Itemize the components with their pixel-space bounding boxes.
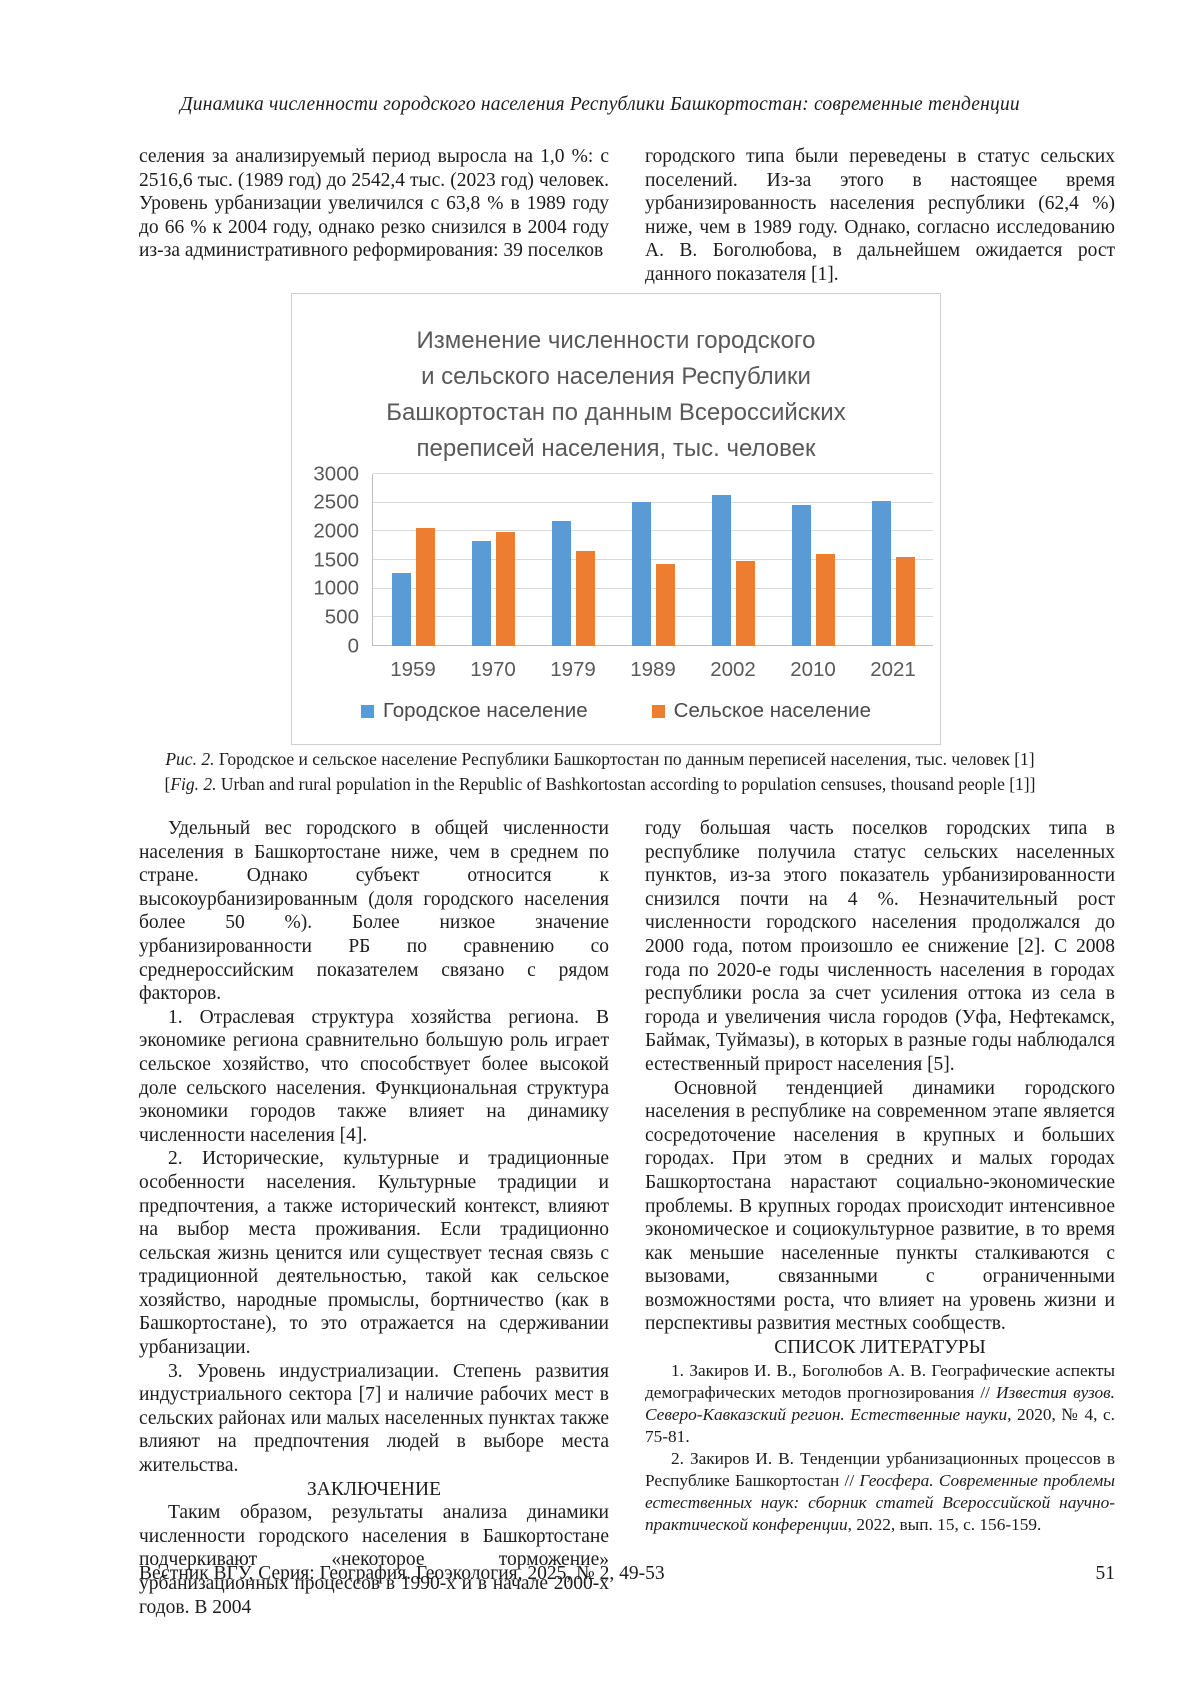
bar	[631, 501, 651, 646]
gridline	[373, 645, 933, 646]
y-axis-line	[372, 474, 373, 646]
bar	[415, 528, 435, 646]
bar	[791, 504, 811, 646]
x-tick-label: 1979	[550, 658, 596, 681]
figure-caption-en: [Fig. 2. Urban and rural population in t…	[164, 773, 1036, 794]
reference-item: 2. Закиров И. В. Тенденции урбанизационн…	[645, 1448, 1115, 1534]
gridline	[373, 501, 933, 503]
figure-2-bar-chart: Изменение численности городского и сельс…	[291, 293, 941, 745]
paragraph: Основной тенденцией динамики городского …	[645, 1077, 1115, 1335]
paragraph: 1. Отраслевая структура хозяйства регион…	[139, 1006, 609, 1146]
chart-title: Изменение численности городского и сельс…	[386, 327, 846, 462]
reference-item: 1. Закиров И. В., Боголюбов А. В. Геогра…	[645, 1360, 1115, 1446]
legend-item: Сельское население	[651, 699, 871, 723]
bar-group: 2010	[773, 474, 853, 681]
body-columns: Удельный вес городского в общей численно…	[139, 817, 1115, 1619]
legend-marker	[651, 704, 665, 718]
y-tick-label: 0	[347, 633, 359, 657]
chart-y-axis: 0 500 1000 1500 2000 2500 3000	[292, 463, 359, 655]
bar	[711, 495, 731, 646]
paragraph: 2. Исторические, культурные и традиционн…	[139, 1148, 609, 1359]
bar-group: 1979	[533, 474, 613, 681]
gridline	[373, 587, 933, 589]
chart-plot-area: 1959 1970 1979 1989 2002 2010 2021	[372, 473, 933, 681]
intro-left-paragraph: селения за анализируемый период выросла …	[139, 146, 609, 262]
y-tick-label: 500	[324, 605, 359, 629]
intro-right-paragraph: городского типа были переведены в статус…	[645, 146, 1115, 285]
x-tick-label: 1959	[390, 658, 436, 681]
references-heading: СПИСОК ЛИТЕРАТУРЫ	[774, 1337, 986, 1359]
gridline	[373, 616, 933, 618]
conclusion-heading: ЗАКЛЮЧЕНИЕ	[306, 1478, 442, 1500]
page-footer: Вестник ВГУ, Серия: География. Геоэколог…	[139, 1563, 1115, 1585]
legend-marker	[361, 704, 375, 718]
y-tick-label: 3000	[313, 461, 359, 485]
bar	[391, 572, 411, 646]
page-number: 51	[1095, 1563, 1116, 1584]
journal-info: Вестник ВГУ, Серия: География. Геоэколог…	[139, 1563, 665, 1584]
y-tick-label: 2500	[313, 490, 359, 514]
bar-group: 2021	[853, 474, 933, 681]
figure-caption: Рис. 2. Городское и сельское население Р…	[110, 747, 1090, 796]
bar	[551, 520, 571, 646]
paragraph: Таким образом, результаты анализа динами…	[139, 1502, 609, 1618]
bar	[575, 550, 595, 646]
running-head: Динамика численности городского населени…	[180, 94, 1020, 115]
body-right-column: году большая часть поселков городских ти…	[645, 817, 1115, 1619]
bar	[735, 561, 755, 646]
x-tick-label: 1989	[630, 658, 676, 681]
x-tick-label: 1970	[470, 658, 516, 681]
bar	[815, 553, 835, 646]
legend-label: Городское население	[383, 699, 588, 722]
legend-label: Сельское население	[673, 699, 871, 722]
bar	[895, 556, 915, 646]
legend-item: Городское население	[361, 699, 588, 723]
bar	[655, 564, 675, 646]
bar-group: 2002	[693, 474, 773, 681]
chart-legend: Городское население Сельское население	[292, 699, 940, 723]
bar-group: 1970	[453, 474, 533, 681]
paragraph: Удельный вес городского в общей численно…	[139, 818, 609, 1005]
gridline	[373, 530, 933, 532]
x-tick-label: 2002	[710, 658, 756, 681]
body-left-column: Удельный вес городского в общей численно…	[139, 817, 609, 1619]
bar	[871, 500, 891, 646]
y-tick-label: 1500	[313, 547, 359, 571]
bar-group: 1959	[373, 474, 453, 681]
gridline	[373, 473, 933, 474]
paragraph: 3. Уровень индустриализации. Степень раз…	[139, 1360, 609, 1477]
y-tick-label: 2000	[313, 519, 359, 543]
intro-columns: селения за анализируемый период выросла …	[139, 145, 1115, 287]
gridline	[373, 559, 933, 560]
bar-group: 1989	[613, 474, 693, 681]
bar	[471, 540, 491, 646]
figure-caption-ru: Рис. 2. Городское и сельское население Р…	[165, 749, 1035, 769]
bar	[495, 532, 515, 646]
x-tick-label: 2021	[870, 658, 916, 681]
bar-groups: 1959 1970 1979 1989 2002 2010 2021	[373, 474, 933, 681]
x-tick-label: 2010	[790, 658, 836, 681]
paragraph: году большая часть поселков городских ти…	[645, 818, 1115, 1075]
y-tick-label: 1000	[313, 576, 359, 600]
